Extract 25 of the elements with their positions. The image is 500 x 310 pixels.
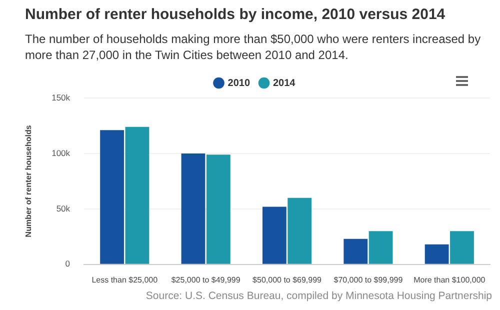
bar bbox=[344, 238, 368, 264]
chart-subtitle: The number of households making more than $50,000 who were renters increased by more than 27,000 in the Twin Cities between 2010 and 2014. bbox=[25, 31, 482, 63]
bar bbox=[368, 231, 393, 264]
y-tick-label: 0 bbox=[65, 258, 70, 269]
x-tick-label: $50,000 to $69,999 bbox=[252, 275, 322, 284]
bar bbox=[424, 244, 449, 264]
bar bbox=[181, 153, 206, 264]
legend-label: 2014 bbox=[273, 78, 296, 89]
chart-title: Number of renter households by income, 2010 versus 2014 bbox=[25, 6, 446, 23]
legend-label: 2010 bbox=[228, 78, 250, 89]
bar bbox=[262, 206, 286, 264]
bar bbox=[206, 154, 230, 264]
x-tick-label: $70,000 to $99,999 bbox=[334, 275, 404, 284]
bar bbox=[450, 231, 474, 264]
y-tick-label: 50k bbox=[56, 203, 71, 214]
source-note: Source: U.S. Census Bureau, compiled by Minnesota Housing Partnership bbox=[146, 290, 492, 302]
y-axis-title: Number of renter households bbox=[24, 124, 34, 238]
y-tick-label: 100k bbox=[52, 148, 71, 158]
bar bbox=[100, 130, 124, 264]
y-tick-label: 150k bbox=[52, 92, 71, 102]
bar bbox=[125, 126, 150, 264]
x-tick-label: $25,000 to $49,999 bbox=[171, 275, 241, 284]
x-tick-label: Less than $25,000 bbox=[92, 275, 158, 284]
x-tick-label: More than $100,000 bbox=[414, 275, 486, 284]
bar bbox=[288, 198, 312, 264]
